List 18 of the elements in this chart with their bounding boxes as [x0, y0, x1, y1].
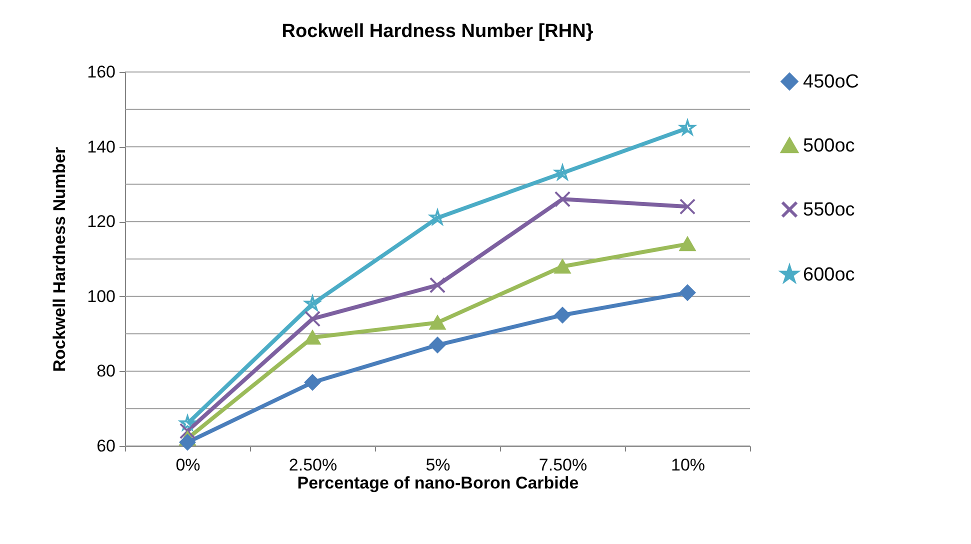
y-tick-label: 140 — [87, 137, 116, 156]
y-tick-label: 60 — [96, 436, 116, 456]
legend-label: 450oC — [803, 72, 859, 92]
y-tick-label: 160 — [87, 62, 116, 82]
y-tick-label: 120 — [87, 212, 116, 232]
x-tick-label: 10% — [670, 456, 706, 474]
y-tick-label: 80 — [96, 362, 116, 381]
x-tick-label: 7.50% — [538, 456, 588, 474]
x-axis-title: Percentage of nano-Boron Carbide — [297, 474, 579, 492]
x-tick-label: 2.50% — [288, 456, 338, 474]
y-axis-title: Rockwell Hardness Number — [50, 146, 70, 372]
x-tick-label: 0% — [176, 456, 200, 474]
y-tick-label: 100 — [87, 286, 116, 306]
chart-title: Rockwell Hardness Number [RHN} — [282, 21, 594, 42]
x-tick-label: 5% — [426, 456, 450, 474]
legend-label: 550oc — [803, 200, 855, 220]
legend-label: 500oc — [803, 136, 855, 156]
legend-label: 600oc — [803, 264, 855, 286]
